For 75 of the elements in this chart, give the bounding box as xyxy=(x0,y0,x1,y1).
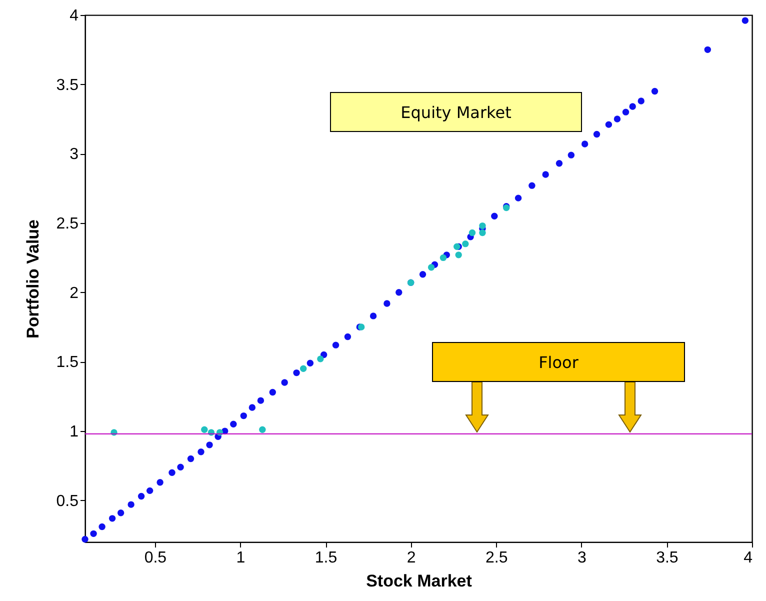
x-tick-label: 2.5 xyxy=(485,550,508,566)
point xyxy=(542,171,549,178)
point xyxy=(344,333,352,340)
x-tick-label: 1.5 xyxy=(314,550,338,566)
point xyxy=(491,212,498,220)
x-tick-label: 4 xyxy=(744,550,753,566)
point xyxy=(528,182,536,189)
point xyxy=(306,360,314,366)
y-tick-label: 2.5 xyxy=(56,216,79,233)
x-tick-label: 1 xyxy=(236,550,246,566)
point xyxy=(581,140,588,148)
point xyxy=(556,160,563,167)
point xyxy=(201,426,208,434)
point xyxy=(240,412,247,420)
point xyxy=(455,252,462,258)
point xyxy=(605,121,612,128)
point xyxy=(98,523,106,530)
point xyxy=(440,254,447,262)
point xyxy=(629,103,636,110)
x-tick-label: 0.5 xyxy=(144,550,167,566)
y-tick-label: 2 xyxy=(70,284,79,302)
point xyxy=(82,536,88,543)
point xyxy=(117,510,124,516)
point xyxy=(257,397,264,404)
point xyxy=(177,464,184,470)
point xyxy=(332,342,340,348)
point xyxy=(146,487,154,494)
point xyxy=(419,270,426,278)
point xyxy=(168,469,176,476)
y-tick-label: 3.5 xyxy=(56,76,79,94)
point xyxy=(293,369,300,376)
point xyxy=(128,501,134,508)
point xyxy=(742,17,749,24)
note-box: Equity Market xyxy=(330,92,582,132)
point xyxy=(259,426,266,434)
point xyxy=(370,312,377,320)
y-tick-label: 1 xyxy=(70,424,79,441)
point xyxy=(396,289,402,296)
x-axis-title: Stock Market xyxy=(366,572,472,590)
point xyxy=(138,492,145,500)
point xyxy=(90,530,97,538)
point xyxy=(206,442,213,448)
note-box: Floor xyxy=(432,342,685,382)
point xyxy=(479,222,486,230)
x-tick-label: 3 xyxy=(577,550,586,566)
x-tick-label: 2 xyxy=(406,550,416,566)
point xyxy=(704,46,711,54)
point xyxy=(198,448,204,456)
point xyxy=(614,116,621,122)
y-tick-label: 3 xyxy=(70,146,79,164)
y-tick-label: 4 xyxy=(70,8,79,24)
point xyxy=(514,194,522,202)
point xyxy=(651,88,658,95)
point xyxy=(384,300,390,307)
point xyxy=(281,379,288,386)
point xyxy=(593,130,600,138)
point xyxy=(248,404,256,411)
point xyxy=(568,152,575,158)
point xyxy=(468,229,476,236)
point xyxy=(300,365,307,372)
point xyxy=(638,98,644,104)
point xyxy=(622,108,630,116)
point xyxy=(230,420,237,428)
y-tick-label: 1.5 xyxy=(56,354,79,372)
point xyxy=(156,479,164,486)
point xyxy=(317,356,324,362)
point xyxy=(479,229,486,236)
y-axis-title: Portfolio Value xyxy=(23,219,42,339)
y-tick-label: 0.5 xyxy=(56,492,79,510)
point xyxy=(108,515,116,522)
point xyxy=(428,264,435,271)
point xyxy=(462,240,469,248)
point xyxy=(187,455,194,462)
point xyxy=(269,388,276,396)
x-tick-label: 3.5 xyxy=(656,550,678,566)
